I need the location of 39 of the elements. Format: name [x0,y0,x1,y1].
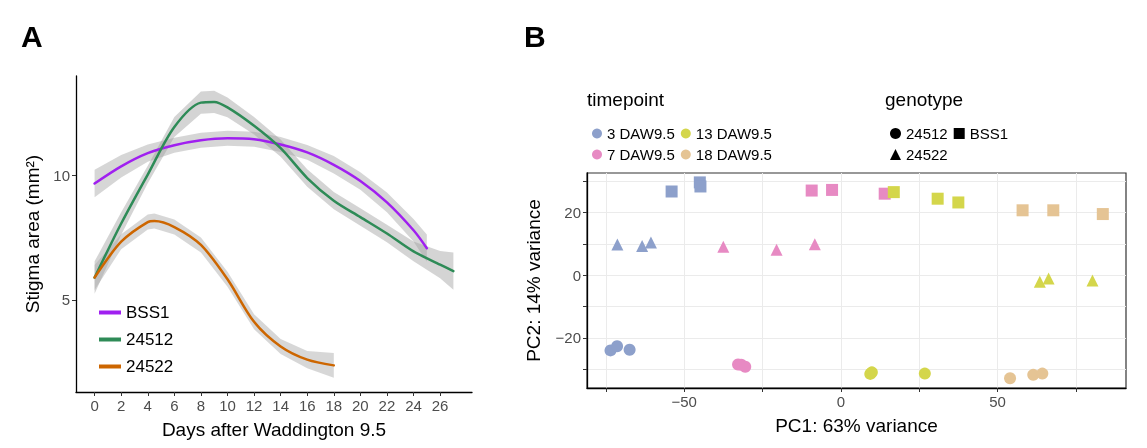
legend-label: 24512 [906,125,948,142]
y-tick-label: 20 [564,203,581,221]
y-tick-label: −20 [555,329,581,347]
legend-label: 18 DAW9.5 [695,146,772,163]
x-tick-label: 14 [272,397,289,414]
y-tick-label: 5 [61,291,70,309]
y-axis-title: Stigma area (mm²) [22,154,44,314]
y-axis-title: PC2: 14% variance [523,199,544,362]
x-tick-label: 16 [298,397,316,414]
legend-title: timepoint [587,89,665,110]
x-tick-label: 4 [143,397,152,414]
x-tick-label: 24 [405,397,422,414]
y-tick-label: 0 [572,266,581,284]
x-tick-label: 22 [378,397,396,414]
x-tick-label: 12 [245,397,263,414]
text: genotype [885,89,964,110]
legend-label: 7 DAW9.5 [607,146,675,163]
x-tick-label: 10 [219,397,236,414]
x-tick-label: 0 [90,397,99,414]
legend-label: BSS1 [126,303,170,322]
legend-label: 24522 [126,357,174,376]
x-tick-label: 50 [989,393,1006,410]
x-axis-title: Days after Waddington 9.5 [161,419,387,440]
x-tick-label: −50 [671,393,697,410]
chart-title: A [21,19,43,53]
legend-label: 24522 [906,146,948,163]
x-tick-label: 26 [431,397,449,414]
x-tick-label: 0 [836,393,845,410]
x-tick-label: 8 [196,397,206,414]
x-tick-label: 18 [325,397,343,414]
legend-label: 3 DAW9.5 [607,125,675,142]
legend-label: BSS1 [969,125,1009,142]
chart-title: B [524,19,546,53]
x-axis-title: PC1: 63% variance [775,415,938,436]
legend-label: 13 DAW9.5 [695,125,772,142]
x-tick-label: 20 [352,397,369,414]
legend-label: 24512 [126,330,174,349]
x-tick-label: 6 [170,397,179,414]
x-tick-label: 2 [117,397,126,414]
